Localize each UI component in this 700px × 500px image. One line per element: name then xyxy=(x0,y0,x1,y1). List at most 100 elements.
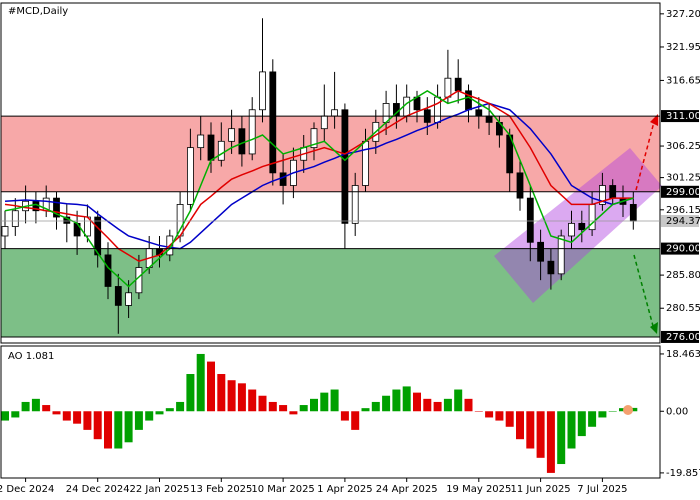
ao-last-value: 1.081 xyxy=(26,351,55,362)
ao-bar xyxy=(299,405,308,412)
candle-body xyxy=(125,292,132,306)
zone xyxy=(1,116,660,192)
ao-bar xyxy=(11,411,20,418)
ao-bar xyxy=(289,411,298,415)
candle-body xyxy=(444,77,452,98)
x-tick-label: 11 Jun 2025 xyxy=(511,484,571,495)
y-tick-label: 280.55 xyxy=(666,303,700,314)
x-tick-label: 2 Dec 2024 xyxy=(0,484,54,495)
x-tick-label: 10 Mar 2025 xyxy=(251,484,314,495)
ao-bar xyxy=(268,401,277,412)
ao-bar xyxy=(52,411,61,415)
ao-bar xyxy=(165,408,174,412)
down-arrow-head xyxy=(650,322,658,334)
ao-bar xyxy=(320,392,329,412)
last-price-label: 294.37 xyxy=(666,216,700,227)
x-tick-label: 19 May 2025 xyxy=(446,484,511,495)
ao-bar xyxy=(73,411,82,424)
ao-bar xyxy=(598,411,607,418)
ao-bar xyxy=(31,398,40,412)
ao-bar xyxy=(124,411,133,443)
candle-body xyxy=(207,134,215,161)
ao-bar xyxy=(93,411,102,440)
ao-bar xyxy=(629,407,638,412)
ao-bar xyxy=(42,405,51,412)
ao-bar xyxy=(577,411,586,437)
ao-bar xyxy=(567,411,576,449)
x-tick-label: 22 Jan 2025 xyxy=(130,484,190,495)
ao-bar xyxy=(145,411,154,421)
plot xyxy=(1,18,638,473)
moving-average xyxy=(4,89,634,263)
candle-body xyxy=(526,197,534,243)
candle-body xyxy=(259,71,266,111)
candle-body xyxy=(599,185,606,205)
ao-bar xyxy=(217,374,226,412)
main-panel-frame xyxy=(0,2,661,344)
level-label-box xyxy=(661,242,699,255)
candle-body xyxy=(351,185,359,224)
down-arrow xyxy=(633,254,654,327)
candle-body xyxy=(248,109,256,155)
candle-body xyxy=(454,77,462,92)
ao-bar xyxy=(62,411,71,421)
ao-bar xyxy=(392,389,401,412)
level-label-box xyxy=(661,330,699,343)
y-tick-label: 18.463 xyxy=(666,349,700,360)
y-tick-label: 306.25 xyxy=(666,141,700,152)
candle-body xyxy=(1,226,9,237)
level-label: 299.00 xyxy=(666,187,700,198)
y-tick-label: 296.15 xyxy=(666,205,700,216)
candle-body xyxy=(228,128,236,142)
y-tick-label: 316.65 xyxy=(666,75,700,86)
ao-bar xyxy=(608,411,617,412)
x-tick-label: 24 Dec 2024 xyxy=(66,484,130,495)
x-tick-label: 7 Jul 2025 xyxy=(577,484,627,495)
ao-bar xyxy=(557,411,566,465)
ao-bar xyxy=(340,411,349,421)
candle-body xyxy=(341,109,349,224)
level-label: 311.00 xyxy=(666,111,700,122)
candle-body xyxy=(320,115,328,130)
candle-body xyxy=(279,172,287,186)
last-price-box xyxy=(661,215,699,228)
ao-bar xyxy=(227,380,236,412)
candle-body xyxy=(403,96,411,117)
candle-body xyxy=(547,260,555,275)
level-label-box xyxy=(661,185,699,198)
channel xyxy=(494,148,662,303)
y-tick-label: 327.20 xyxy=(666,9,700,20)
ao-bar xyxy=(155,411,164,415)
ao-bar xyxy=(207,361,215,412)
ao-bar xyxy=(526,411,535,449)
candle-body xyxy=(176,204,184,237)
ao-bar xyxy=(83,411,92,430)
ao-bar xyxy=(176,401,185,412)
ao-bar xyxy=(237,383,246,412)
ao-bar xyxy=(1,411,9,421)
candle-body xyxy=(537,241,544,262)
ao-bar xyxy=(382,395,391,412)
candle-body xyxy=(475,109,483,117)
ao-marker xyxy=(623,405,633,415)
level-label: 290.00 xyxy=(666,244,700,255)
ao-bar xyxy=(361,408,370,412)
candle-body xyxy=(568,222,575,237)
level-label: 276.00 xyxy=(666,332,700,343)
ao-name: AO xyxy=(8,351,23,362)
ao-bar xyxy=(495,411,504,421)
candle-body xyxy=(217,140,225,161)
candle-body xyxy=(629,204,637,222)
candle-body xyxy=(434,96,442,123)
ao-panel-frame xyxy=(0,345,661,479)
candle-body xyxy=(238,128,246,155)
candle-body xyxy=(557,235,565,275)
y-tick-label: 285.80 xyxy=(666,270,700,281)
ao-bar xyxy=(619,408,627,412)
chart-title: #MCD,Daily xyxy=(8,6,68,17)
ao-bar xyxy=(134,411,143,430)
ao-bar xyxy=(330,389,339,412)
ao-bar xyxy=(310,398,318,412)
candle-body xyxy=(104,254,112,287)
